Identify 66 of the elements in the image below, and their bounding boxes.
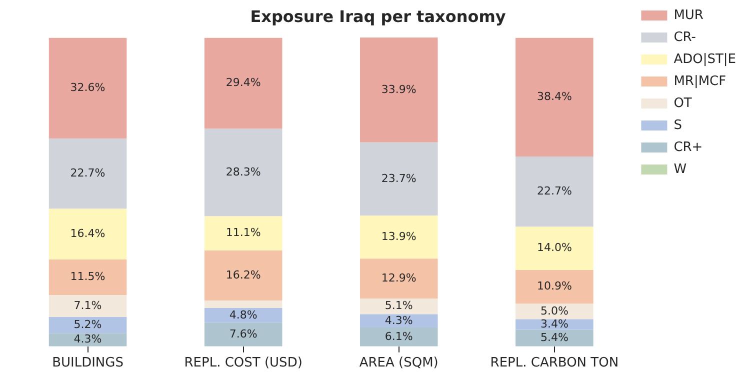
x-tick-label: REPL. CARBON TON <box>490 356 619 371</box>
bar <box>516 270 594 304</box>
data-label: 5.0% <box>540 304 568 318</box>
data-label: 5.2% <box>74 318 102 331</box>
data-label: 5.4% <box>540 330 568 344</box>
data-label: 4.3% <box>74 332 102 346</box>
data-label: 7.6% <box>229 328 258 341</box>
bar <box>48 295 127 318</box>
data-label: 12.9% <box>381 271 416 284</box>
chart-title: Exposure Iraq per taxonomy <box>250 6 506 26</box>
data-label: 23.7% <box>381 172 416 185</box>
data-label: 28.3% <box>226 165 261 178</box>
legend-label: S <box>674 118 682 133</box>
data-label: 38.4% <box>536 90 572 104</box>
data-label: 6.1% <box>384 330 413 343</box>
bar <box>360 328 438 346</box>
bar <box>360 298 438 314</box>
data-label: 4.3% <box>384 314 413 327</box>
bar <box>48 317 127 334</box>
bar <box>204 300 282 308</box>
data-label: 29.4% <box>226 76 261 90</box>
bar <box>48 38 127 139</box>
x-tick-label: REPL. COST (USD) <box>184 356 302 371</box>
bar <box>204 308 282 323</box>
bar <box>48 208 127 260</box>
data-label: 3.4% <box>540 317 568 330</box>
bar <box>516 38 594 157</box>
data-label: 5.1% <box>384 299 413 312</box>
legend-label: MUR <box>674 8 704 23</box>
legend-label: MR|MCF <box>674 74 726 89</box>
legend-label: CR- <box>674 30 696 45</box>
bar <box>204 216 282 251</box>
data-label: 16.4% <box>70 227 106 240</box>
bar <box>48 138 127 209</box>
bar <box>360 142 438 216</box>
legend-label: OT <box>674 96 692 111</box>
data-label: 11.1% <box>226 226 261 240</box>
data-label: 11.5% <box>70 270 106 284</box>
bar <box>48 260 127 296</box>
x-tick-label: AREA (SQM) <box>359 356 438 371</box>
data-label: 14.0% <box>536 241 572 254</box>
legend-label: ADO|ST|E <box>674 52 736 67</box>
legend-label: CR+ <box>674 140 703 155</box>
bar <box>360 216 438 259</box>
data-label: 33.9% <box>381 82 416 96</box>
bar <box>204 250 282 301</box>
bar <box>516 226 594 270</box>
data-label: 4.8% <box>229 308 258 322</box>
data-label: 16.2% <box>226 268 261 282</box>
bar <box>516 304 594 320</box>
bar <box>516 330 594 346</box>
data-label: 10.9% <box>536 280 572 293</box>
x-tick-label: BUILDINGS <box>52 356 124 371</box>
legend-label: W <box>674 162 687 177</box>
data-label: 13.9% <box>381 230 416 243</box>
data-label: 22.7% <box>536 184 572 198</box>
data-label: 22.7% <box>70 166 106 180</box>
bar <box>360 314 438 328</box>
data-label: 7.1% <box>74 298 102 312</box>
data-label: 32.6% <box>70 81 106 94</box>
bar <box>516 156 594 227</box>
bar <box>360 38 438 142</box>
bar <box>204 322 282 346</box>
bar <box>204 128 282 216</box>
bar <box>204 38 282 129</box>
bar <box>360 258 438 298</box>
